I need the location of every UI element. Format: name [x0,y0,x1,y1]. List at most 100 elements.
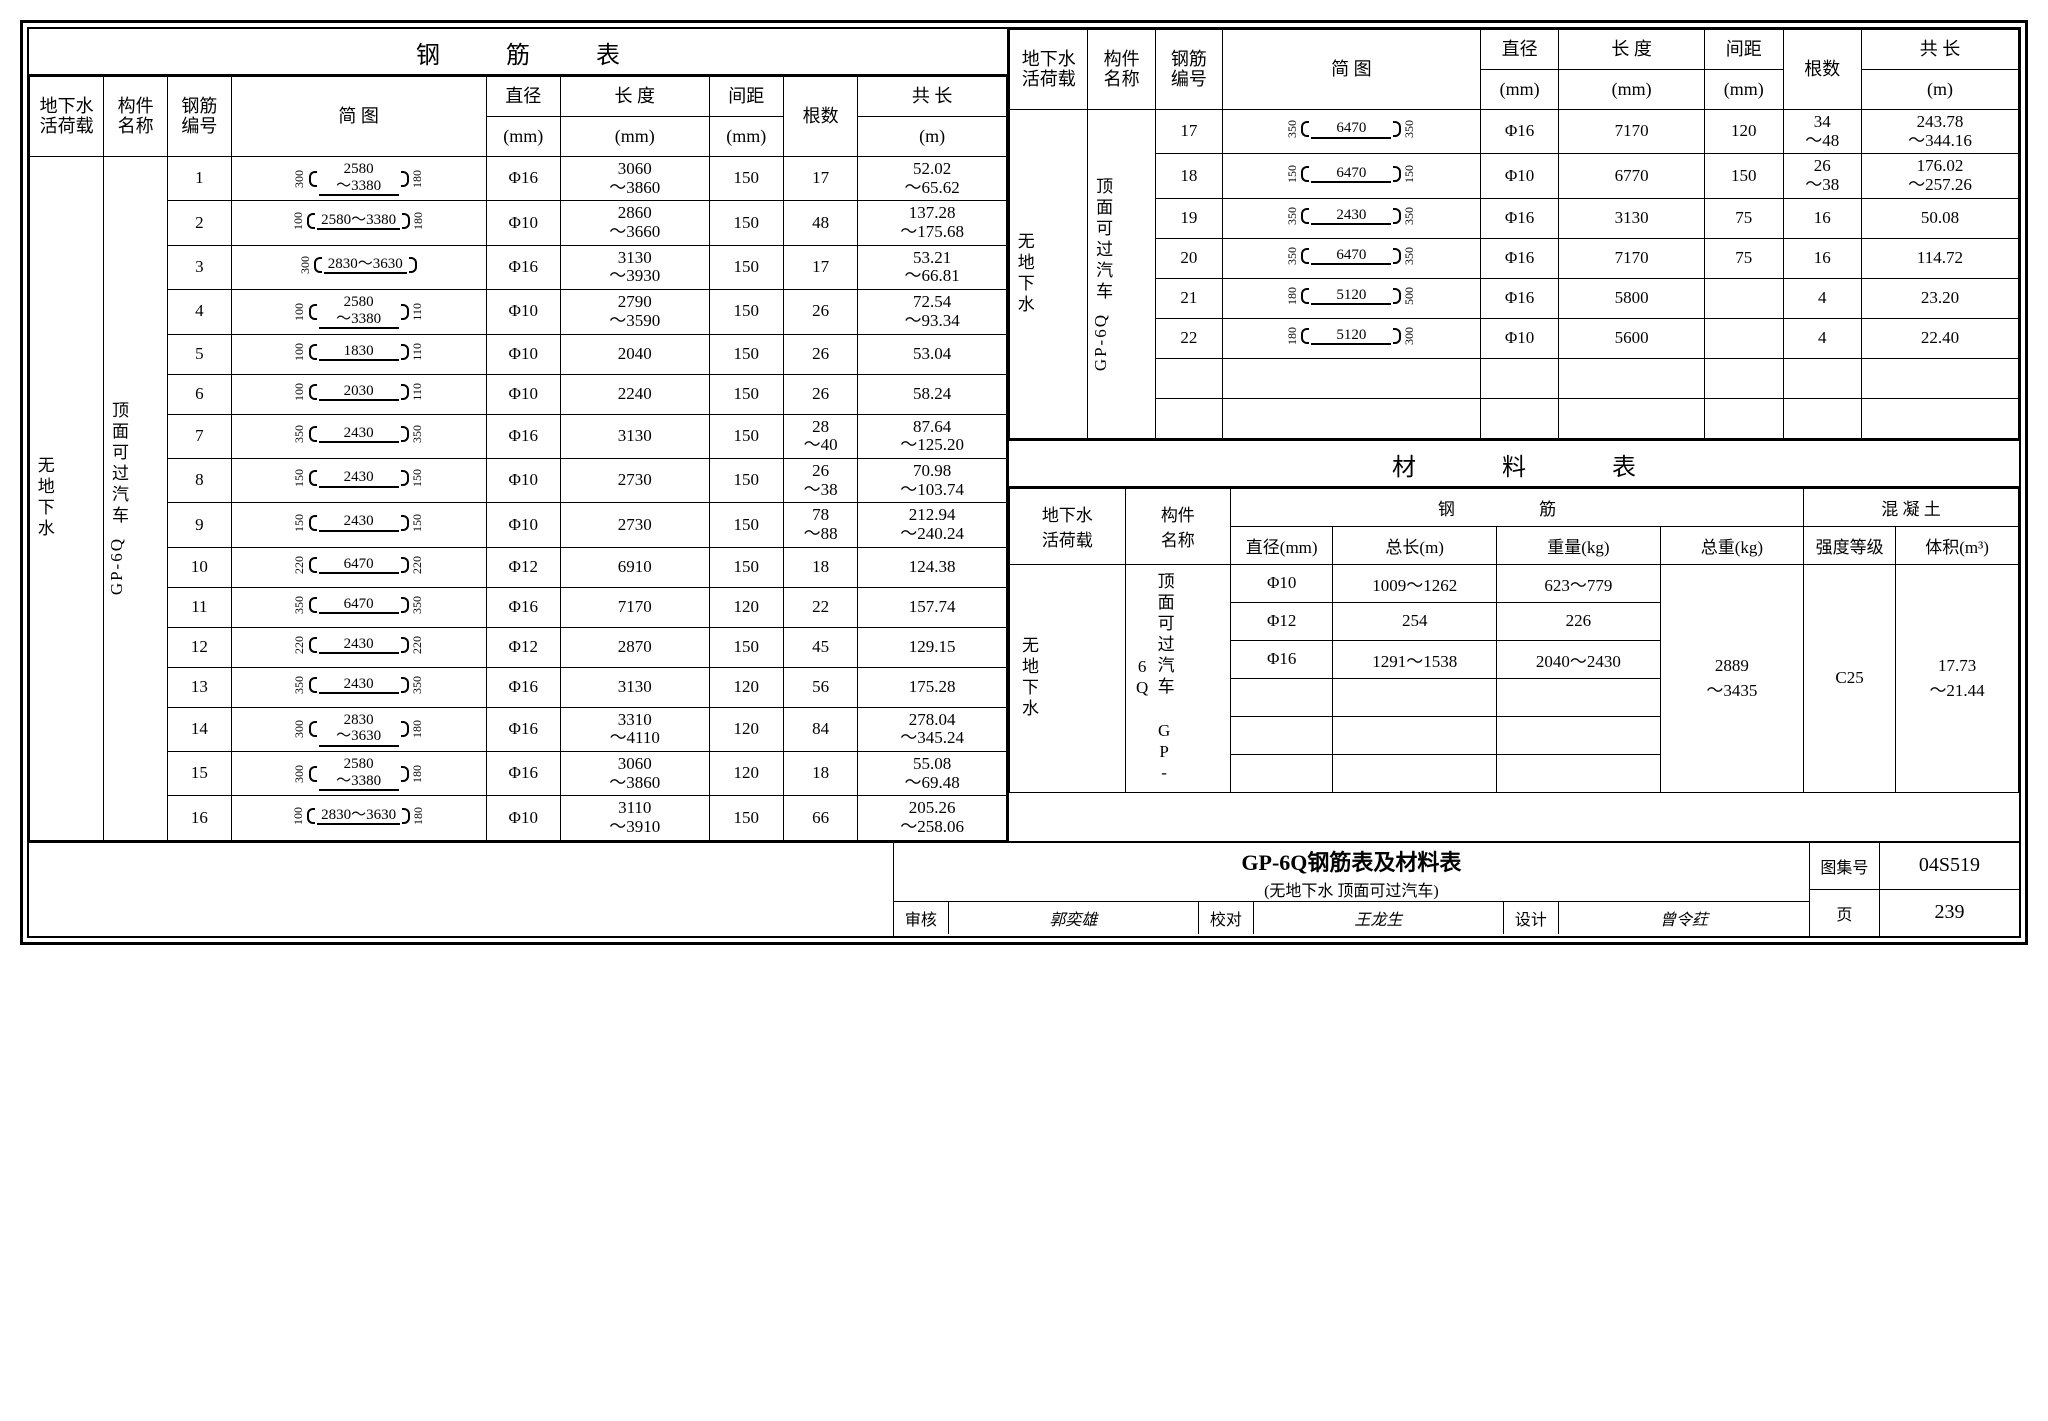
hdr2-sp-u: (mm) [1705,70,1783,110]
page-no: 239 [1880,890,2019,936]
m-r0-dia: Φ10 [1231,564,1333,602]
table-row: 9 150 2430 150 Φ10 2730 150 78～88 212.94… [30,503,1007,547]
reviewer-lab: 审核 [894,902,949,934]
m-water-v: 无地下水 [1016,636,1041,720]
m-totw: 2889 ～3435 [1660,564,1803,792]
designer: 曾令荭 [1559,902,1809,934]
table-row: 无地下水 顶面可过汽车 GP-6Q 17 350 6470 350 Φ16 71… [1010,110,2019,154]
m-totweight: 总重(kg) [1660,526,1803,564]
rebar-title-left: 钢 筋 表 [29,29,1007,76]
table-row: 无地下水 顶面可过汽车 GP-6Q 1 300 2580～3380 180 Φ1… [30,157,1007,201]
m-r2-dia: Φ16 [1231,640,1333,678]
inner-frame: 钢 筋 表 地下水 活荷载 构件 名称 钢筋 编号 简 图 直径 [27,27,2021,938]
table-row: 18 150 6470 150 Φ10 6770 150 26～38 176.0… [1010,154,2019,198]
table-row: 5 100 1830 110 Φ10 2040 150 26 53.04 [30,334,1007,374]
hdr2-tot: 共 长 [1920,39,1961,59]
table-row: 21 180 5120 500 Φ16 5800 4 23.20 [1010,278,2019,318]
signature-row: 审核 郭奕雄 校对 王龙生 设计 曾令荭 [894,901,1809,934]
m-member: 构件 名称 [1161,506,1195,550]
checker-lab: 校对 [1199,902,1254,934]
table-row: 4 100 2580～3380 110 Φ10 2790～3590 150 26… [30,290,1007,334]
m-r2-tl: 1291～1538 [1333,640,1497,678]
top-area: 钢 筋 表 地下水 活荷载 构件 名称 钢筋 编号 简 图 直径 [29,29,2019,841]
hdr2-diagram: 简 图 [1223,30,1481,110]
m-r1-tl: 254 [1333,602,1497,640]
hdr-water: 地下水 活荷载 [40,96,94,136]
hdr2-cnt: 根数 [1783,30,1861,110]
hdr2-barno: 钢筋 编号 [1171,49,1207,89]
hdr2-len: 长 度 [1611,39,1652,59]
hdr-sp: 间距 [728,86,764,106]
table-row [1010,398,2019,438]
m-dia: 直径(mm) [1231,526,1333,564]
hdr2-sp: 间距 [1726,39,1762,59]
hdr-member: 构件 名称 [118,96,154,136]
drawing-sheet: 钢 筋 表 地下水 活荷载 构件 名称 钢筋 编号 简 图 直径 [20,20,2028,945]
table-row: 14 300 2830～3630 180 Φ16 3310～4110 120 8… [30,707,1007,751]
m-totlen: 总长(m) [1333,526,1497,564]
rebar-table-1: 地下水 活荷载 构件 名称 钢筋 编号 简 图 直径 长 度 间距 根数 共 长… [29,76,1007,841]
m-vol: 体积(m³) [1896,526,2019,564]
table-row: 8 150 2430 150 Φ10 2730 150 26～38 70.98～… [30,458,1007,502]
atlas-lab: 图集号 [1810,843,1880,889]
footer-blank [29,843,894,936]
designer-lab: 设计 [1504,902,1559,934]
m-water: 地下水 活荷载 [1042,506,1093,550]
table-row: 3 300 2830～3630 Φ16 3130～3930 150 17 53.… [30,245,1007,289]
table-row [1010,358,2019,398]
m-weight: 重量(kg) [1497,526,1661,564]
table-row: 16 100 2830～3630 180 Φ10 3110～3910 150 6… [30,796,1007,840]
material-title: 材 料 表 [1009,439,2019,488]
table-row: 2 100 2580～3380 180 Φ10 2860～3660 150 48… [30,201,1007,245]
table-row: 13 350 2430 350 Φ16 3130 120 56 175.28 [30,667,1007,707]
right-block: 地下水 活荷载 构件 名称 钢筋 编号 简 图 直径 长 度 间距 根数 共 长… [1009,29,2019,841]
table-row: 20 350 6470 350 Φ16 7170 75 16 114.72 [1010,238,2019,278]
table-row: 19 350 2430 350 Φ16 3130 75 16 50.08 [1010,198,2019,238]
drawing-title: GP-6Q钢筋表及材料表 [894,845,1809,877]
hdr-diagram: 简 图 [231,77,486,157]
table-row: 10 220 6470 220 Φ12 6910 150 18 124.38 [30,547,1007,587]
m-grade: 强度等级 [1804,526,1896,564]
hdr-sp-u: (mm) [709,117,783,157]
hdr-tot: 共 长 [912,86,953,106]
m-r0-w: 623～779 [1497,564,1661,602]
m-r2-w: 2040～2430 [1497,640,1661,678]
hdr-len: 长 度 [615,86,656,106]
hdr-len-u: (mm) [560,117,709,157]
title-block: GP-6Q钢筋表及材料表 (无地下水 顶面可过汽车) 审核 郭奕雄 校对 王龙生… [29,841,2019,936]
m-surface-v: 顶面可过汽车 GP-6Q [1132,569,1177,788]
drawing-subtitle: (无地下水 顶面可过汽车) [894,877,1809,901]
hdr-cnt: 根数 [783,77,857,157]
reviewer: 郭奕雄 [949,902,1199,934]
atlas-no: 04S519 [1880,843,2019,889]
table-row: 11 350 6470 350 Φ16 7170 120 22 157.74 [30,587,1007,627]
m-r1-w: 226 [1497,602,1661,640]
m-gr: C25 [1804,564,1896,792]
m-r1-dia: Φ12 [1231,602,1333,640]
hdr-tot-u: (m) [858,117,1007,157]
footer-center: GP-6Q钢筋表及材料表 (无地下水 顶面可过汽车) 审核 郭奕雄 校对 王龙生… [894,843,1810,936]
hdr2-water: 地下水 活荷载 [1022,49,1076,89]
m-vol-v: 17.73 ～21.44 [1896,564,2019,792]
m-steel: 钢 筋 [1231,488,1804,526]
meta-block: 图集号 04S519 页 239 [1810,843,2019,936]
hdr2-tot-u: (m) [1861,70,2018,110]
hdr-dia: 直径 [505,86,541,106]
hdr2-dia-u: (mm) [1480,70,1558,110]
hdr2-member: 构件 名称 [1104,49,1140,89]
table-row: 12 220 2430 220 Φ12 2870 150 45 129.15 [30,627,1007,667]
table-row: 7 350 2430 350 Φ16 3130 150 28～40 87.64～… [30,414,1007,458]
table-row: 6 100 2030 110 Φ10 2240 150 26 58.24 [30,374,1007,414]
hdr2-len-u: (mm) [1559,70,1705,110]
table-row: 15 300 2580～3380 180 Φ16 3060～3860 120 1… [30,752,1007,796]
hdr2-dia: 直径 [1502,39,1538,59]
material-table: 地下水 活荷载 构件 名称 钢 筋 混 凝 土 直径(mm) 总长(m) 重量(… [1009,488,2019,793]
hdr-barno: 钢筋 编号 [181,96,217,136]
page-lab: 页 [1810,890,1880,936]
table-row: 22 180 5120 300 Φ10 5600 4 22.40 [1010,318,2019,358]
hdr-dia-u: (mm) [486,117,560,157]
checker: 王龙生 [1254,902,1504,934]
m-concrete: 混 凝 土 [1804,488,2019,526]
rebar-table-left: 钢 筋 表 地下水 活荷载 构件 名称 钢筋 编号 简 图 直径 [29,29,1009,841]
rebar-table-2: 地下水 活荷载 构件 名称 钢筋 编号 简 图 直径 长 度 间距 根数 共 长… [1009,29,2019,439]
